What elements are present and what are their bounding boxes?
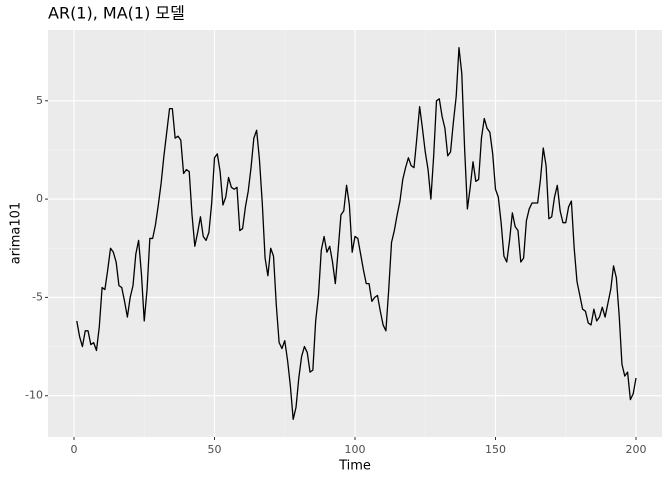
x-tick-label: 0 <box>70 443 77 456</box>
x-axis-title: Time <box>338 459 371 474</box>
y-tick-label: -10 <box>25 389 43 402</box>
x-tick-label: 150 <box>485 443 506 456</box>
y-tick-label: 5 <box>36 94 43 107</box>
y-tick-label: -5 <box>32 290 43 303</box>
x-tick-label: 50 <box>207 443 221 456</box>
y-axis-title: arima101 <box>9 202 24 264</box>
x-tick-label: 100 <box>345 443 366 456</box>
y-tick-label: 0 <box>36 192 43 205</box>
series-line <box>76 47 637 420</box>
chart-title: AR(1), MA(1) 모델 <box>48 4 185 23</box>
x-tick-label: 200 <box>626 443 647 456</box>
